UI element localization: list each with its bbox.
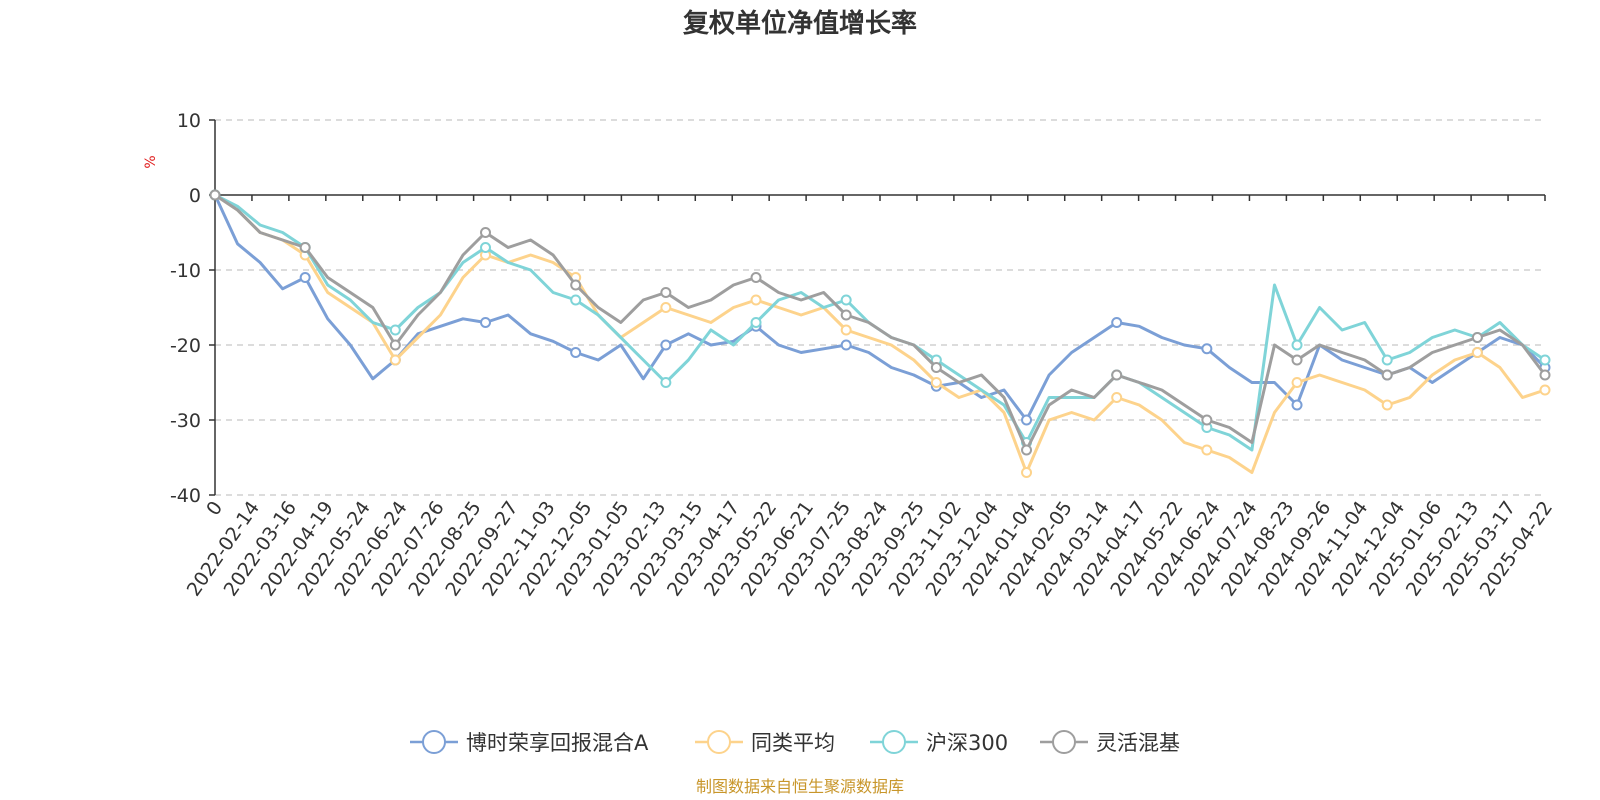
axes: 100-10-20-30-4002022-02-142022-03-162022… [170, 110, 1557, 600]
series-point [930, 362, 942, 373]
series-1 [209, 189, 1551, 478]
series-point [1471, 347, 1483, 358]
series-line [214, 193, 1546, 474]
legend-item[interactable]: 博时荣享回报混合A [410, 730, 649, 755]
series-point [1539, 354, 1551, 366]
chart-title: 复权单位净值增长率 [683, 8, 917, 39]
series-point [570, 294, 582, 306]
y-tick-label: -40 [170, 485, 201, 507]
series-point [1381, 369, 1393, 381]
series-point [480, 317, 492, 328]
series-point [1291, 399, 1303, 411]
series-point [660, 287, 672, 298]
series-point [570, 347, 582, 358]
series-point [840, 324, 852, 336]
series-point [1539, 369, 1551, 381]
series-2 [209, 189, 1551, 452]
series-point [1291, 339, 1303, 351]
series-point [570, 279, 582, 291]
series-point [840, 339, 852, 351]
y-tick-label: 0 [189, 185, 201, 207]
legend[interactable]: 博时荣享回报混合A 同类平均 沪深300 灵活混基 [410, 730, 1180, 755]
series-point [1381, 399, 1393, 411]
legend-label: 灵活混基 [1096, 731, 1180, 755]
legend-label: 博时荣享回报混合A [466, 731, 649, 755]
series-point [1291, 377, 1303, 388]
series-point [1021, 444, 1033, 456]
legend-item[interactable]: 同类平均 [695, 730, 835, 755]
series-point [1111, 317, 1123, 328]
series-point [389, 324, 401, 336]
legend-swatch-marker [882, 730, 906, 754]
series-point [750, 317, 762, 328]
source-note: 制图数据来自恒生聚源数据库 [696, 777, 904, 796]
grid [215, 119, 1545, 496]
series-point [480, 227, 492, 238]
series-point [209, 189, 221, 201]
y-tick-label: -20 [170, 335, 201, 357]
series-line [213, 194, 1547, 422]
series-point [480, 242, 492, 253]
legend-item[interactable]: 灵活混基 [1040, 730, 1180, 755]
series-point [840, 294, 852, 306]
series-point [299, 242, 311, 253]
legend-swatch-marker [1052, 730, 1076, 754]
series-point [1539, 384, 1551, 396]
series-point [750, 272, 762, 283]
legend-swatch-marker [422, 730, 446, 754]
legend-swatch-marker [707, 730, 731, 754]
series-point [1111, 369, 1123, 381]
series-point [660, 377, 672, 388]
series-line [214, 193, 1547, 452]
series-point [1021, 414, 1033, 426]
series-point [1291, 354, 1303, 366]
legend-label: 同类平均 [751, 731, 835, 755]
y-tick-label: -30 [170, 410, 201, 432]
series-point [389, 354, 401, 366]
series-point [1201, 444, 1213, 456]
series-point [1021, 467, 1033, 478]
series-point [930, 377, 942, 388]
series-point [1201, 414, 1213, 426]
series-point [750, 294, 762, 306]
series-point [389, 339, 401, 351]
series-point [1471, 332, 1483, 343]
series-lines [209, 189, 1551, 478]
series-3 [209, 189, 1551, 456]
series-point [1111, 392, 1123, 403]
series-point [840, 309, 852, 321]
y-tick-label: 10 [177, 110, 201, 132]
y-axis-label: % [143, 155, 159, 168]
series-point [299, 272, 311, 283]
series-line [214, 193, 1546, 452]
series-point [1201, 343, 1213, 355]
y-tick-label: -10 [170, 260, 201, 282]
series-point [1381, 354, 1393, 366]
x-tick-label: 0 [202, 497, 227, 520]
legend-label: 沪深300 [926, 731, 1008, 755]
series-point [660, 302, 672, 313]
legend-item[interactable]: 沪深300 [870, 730, 1008, 755]
series-point [660, 339, 672, 351]
series-0 [209, 189, 1551, 426]
